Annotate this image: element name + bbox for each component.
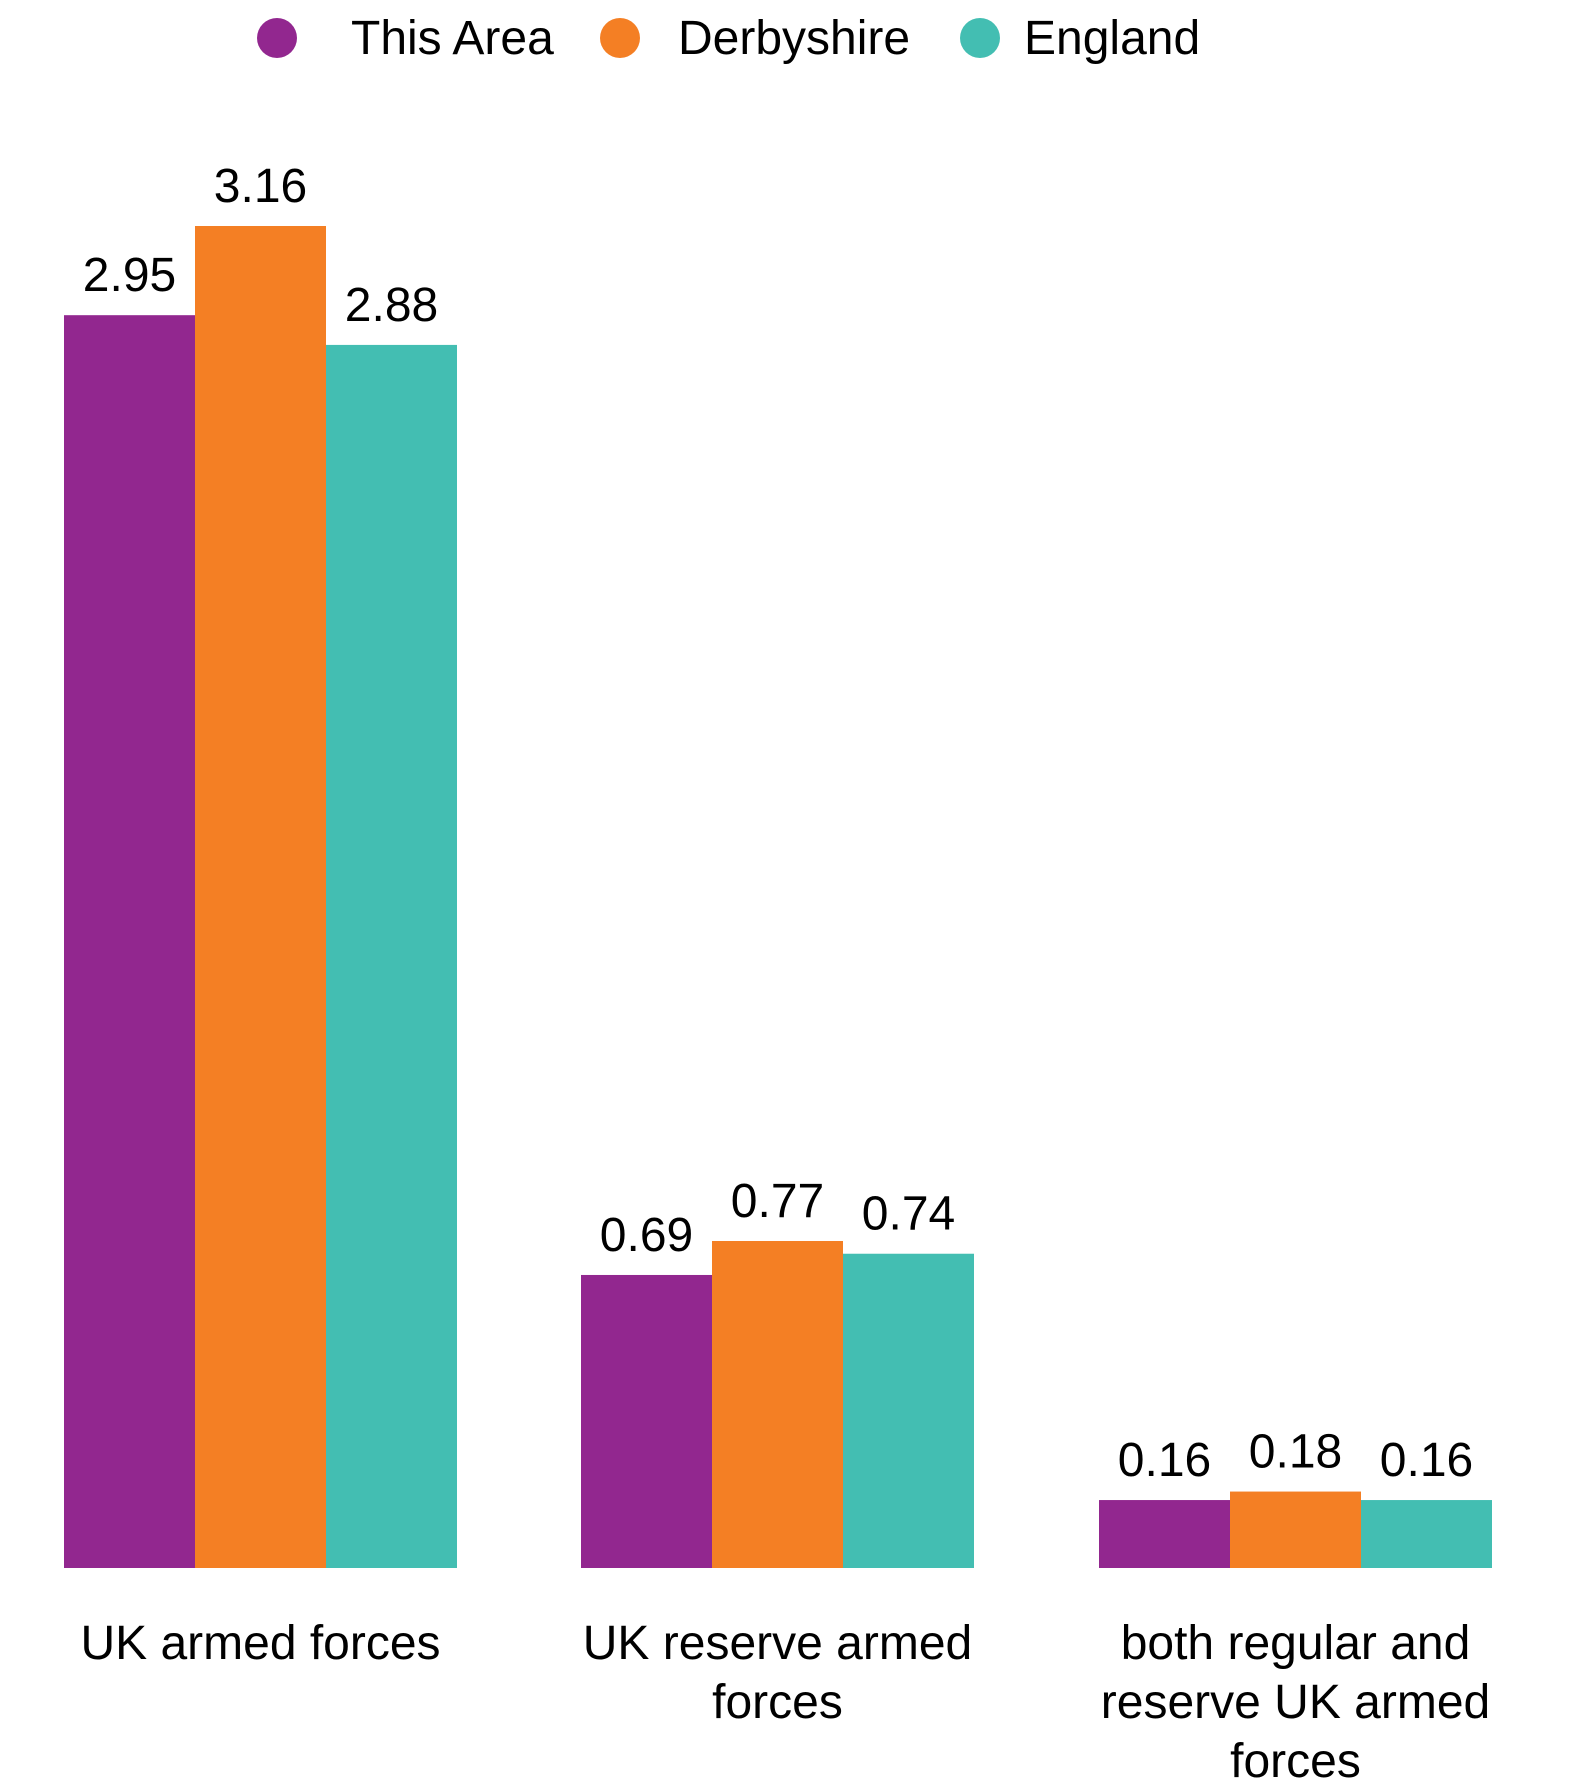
bar-derbyshire-2 <box>712 1240 843 1568</box>
category-label-1-line-1: UK armed forces <box>80 1617 440 1670</box>
legend-marker-this-area <box>257 18 297 58</box>
legend-marker-england <box>960 18 1000 58</box>
data-label-this-area-2: 0.69 <box>600 1209 693 1262</box>
bar-derbyshire-1 <box>195 226 326 1568</box>
category-label-2-line-1: UK reserve armed <box>583 1617 972 1670</box>
bar-derbyshire-3 <box>1230 1491 1361 1568</box>
data-label-england-3: 0.16 <box>1380 1434 1473 1487</box>
data-label-derbyshire-2: 0.77 <box>731 1175 824 1228</box>
legend: This Area Derbyshire England <box>257 12 1200 65</box>
category-labels: UK armed forces UK reserve armed forces bot… <box>80 1617 1490 1788</box>
data-label-derbyshire-1: 3.16 <box>214 160 307 213</box>
legend-marker-derbyshire <box>600 18 640 58</box>
data-label-england-1: 2.88 <box>345 279 438 332</box>
data-label-this-area-3: 0.16 <box>1118 1434 1211 1487</box>
legend-label-this-area: This Area <box>351 12 554 65</box>
bars-area <box>64 226 1492 1569</box>
bar-this-area-1 <box>64 315 195 1568</box>
data-labels: 2.95 0.69 0.16 3.16 0.77 0.18 2.88 0.74 0.16 <box>83 160 1473 1487</box>
bar-england-3 <box>1361 1500 1492 1568</box>
category-label-3-line-1: both regular and <box>1121 1617 1471 1670</box>
bar-this-area-2 <box>581 1274 712 1568</box>
category-label-3-line-3: forces <box>1230 1735 1361 1783</box>
bar-this-area-3 <box>1099 1500 1230 1568</box>
data-label-england-2: 0.74 <box>862 1188 955 1241</box>
legend-label-derbyshire: Derbyshire <box>678 12 910 65</box>
bar-england-1 <box>326 344 457 1569</box>
category-label-2-line-2: forces <box>712 1676 843 1729</box>
category-label-3-line-2: reserve UK armed <box>1101 1676 1490 1729</box>
data-label-this-area-1: 2.95 <box>83 249 176 302</box>
bar-england-2 <box>843 1253 974 1568</box>
data-label-derbyshire-3: 0.18 <box>1249 1426 1342 1479</box>
legend-label-england: England <box>1024 12 1200 65</box>
